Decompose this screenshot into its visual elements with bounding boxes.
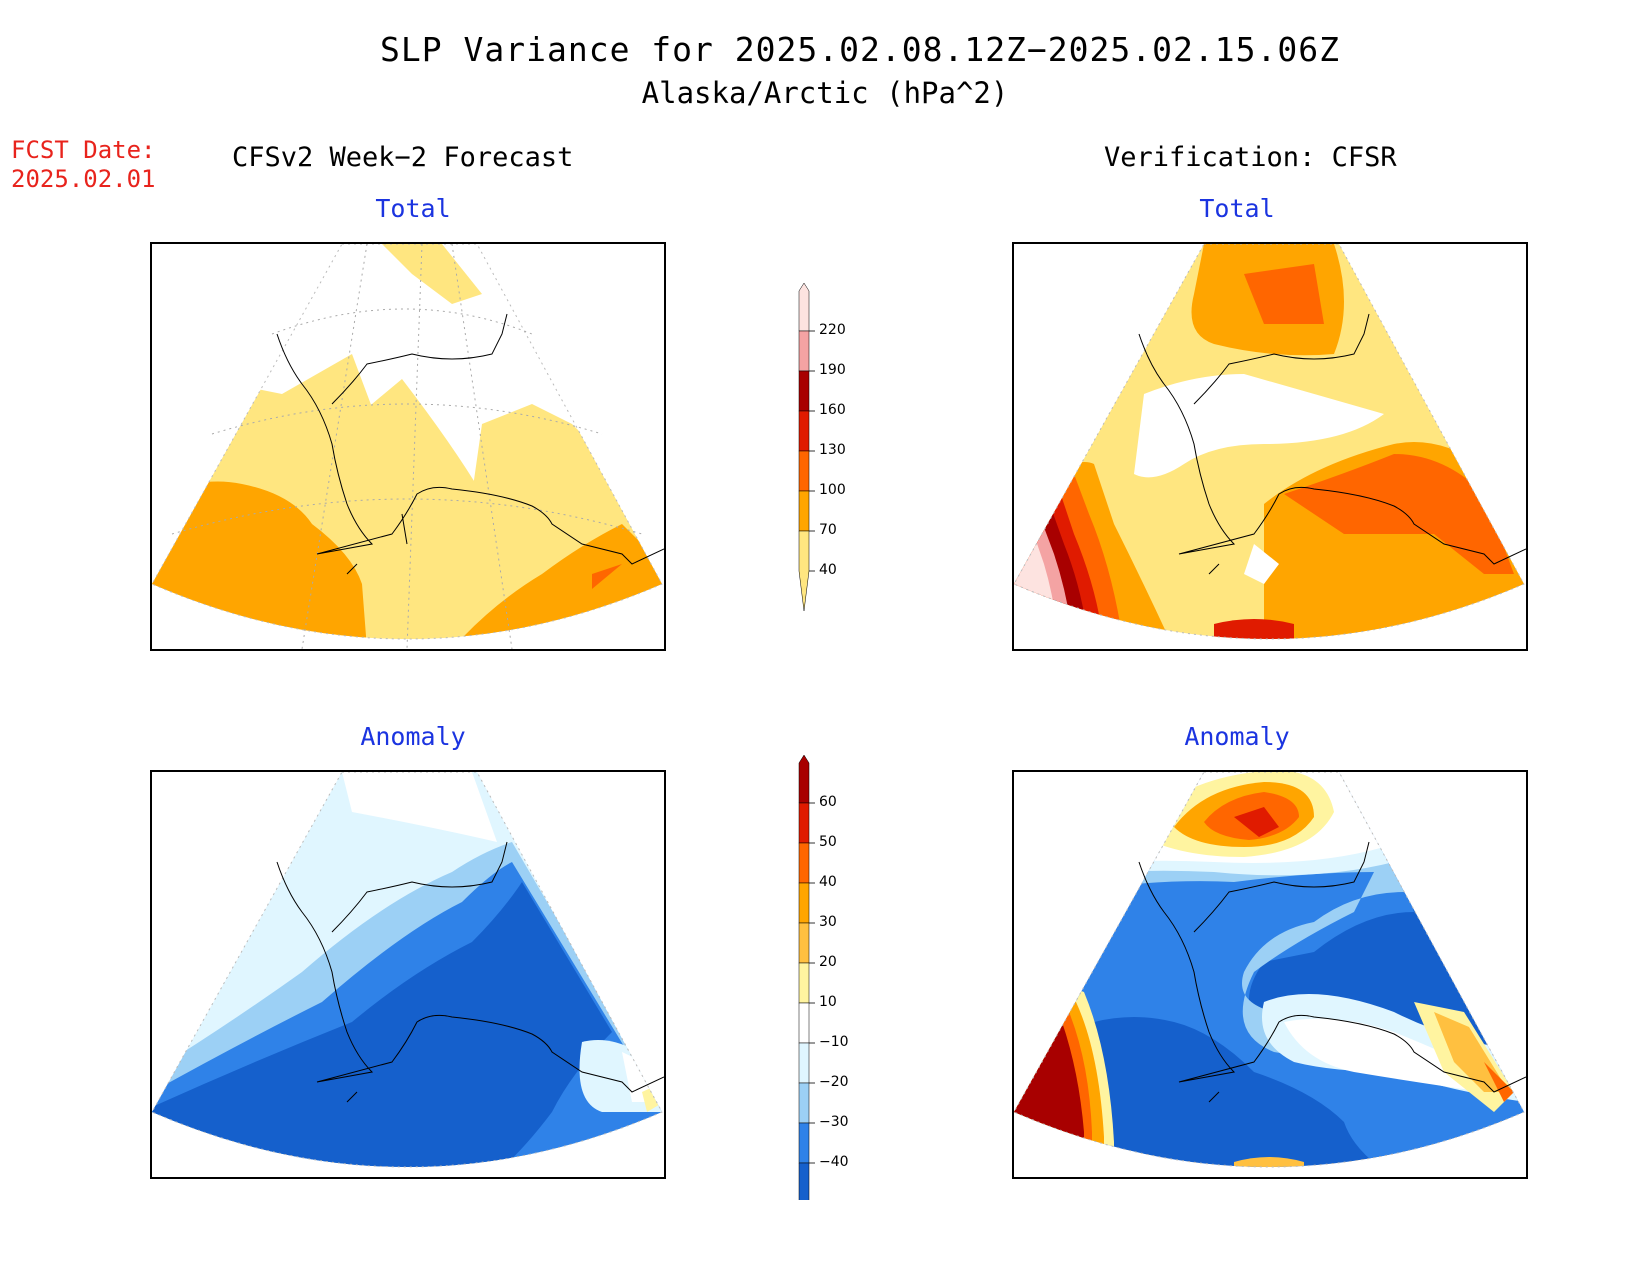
shade-100-130-east [1284,454,1514,574]
colorbar-anomaly-swatch [798,842,810,884]
colorbar-anomaly-label: −10 [819,1034,849,1050]
colorbar-total-label: 70 [819,522,837,538]
colorbar-anomaly-swatch [798,802,810,844]
colorbar-total-swatch [798,450,810,492]
colorbar-total: 220 190 160 130 100 70 40 [795,282,875,613]
colorbar-anomaly-label: −30 [819,1114,849,1130]
shade-130-160-south [1214,619,1294,639]
panel-title-verification-anomaly: Anomaly [1184,722,1290,751]
panel-title-forecast-total: Total [375,194,451,223]
map-verification-anomaly [1012,770,1528,1179]
colorbar-anomaly-label: 10 [819,994,837,1010]
colorbar-total-swatch [798,410,810,452]
shade-50-60-north [1234,807,1279,837]
forecast-date-label: FCST Date: [11,136,156,164]
colorbar-anomaly-label: 50 [819,834,837,850]
colorbar-total-label: 40 [819,562,837,578]
forecast-date-block: FCST Date: 2025.02.01 [11,136,156,194]
colorbar-anomaly-swatch [798,1042,810,1084]
left-column-header: CFSv2 Week−2 Forecast [232,142,574,173]
shade-100-130 [592,564,622,589]
colorbar-anomaly-swatch [798,882,810,924]
colorbar-anomaly-swatch [798,754,810,804]
colorbar-anomaly-swatches [798,754,815,1234]
panel-title-verification-total: Total [1199,194,1275,223]
colorbar-total-swatches [798,282,815,612]
shade-neutral-east [1284,1018,1484,1092]
colorbar-total-swatch [798,530,810,612]
colorbar-anomaly-label: 40 [819,874,837,890]
colorbar-anomaly: 60 50 40 30 20 10 −10 −20 −30 −40 [795,754,875,1234]
colorbar-anomaly-label: −20 [819,1074,849,1090]
colorbar-anomaly-label: 60 [819,794,837,810]
colorbar-total-label: 100 [819,482,846,498]
shade-20-30-south [1234,1157,1304,1167]
shade-neutral-north [342,772,497,842]
map-forecast-anomaly [150,770,666,1179]
colorbar-total-swatch [798,370,810,412]
colorbar-anomaly-swatch [798,962,810,1004]
colorbar-total-swatch [798,282,810,332]
colorbar-total-label: 190 [819,362,846,378]
colorbar-anomaly-label: 20 [819,954,837,970]
shade-below-minus40 [152,882,612,1167]
main-title: SLP Variance for 2025.02.08.12Z−2025.02.… [380,30,1340,69]
colorbar-anomaly-swatch [798,1002,810,1044]
forecast-date-value: 2025.02.01 [11,165,156,193]
colorbar-anomaly-label: 30 [819,914,837,930]
shade-below-40-south [1244,544,1279,584]
colorbar-anomaly-swatch [798,1162,810,1234]
colorbar-anomaly-swatch [798,922,810,964]
map-verification-total [1012,242,1528,651]
colorbar-total-swatch [798,490,810,532]
shade-40-50-east [1484,1062,1514,1102]
colorbar-total-label: 160 [819,402,846,418]
colorbar-anomaly-label: −40 [819,1154,849,1170]
shade-below-40 [1134,374,1384,478]
colorbar-anomaly-swatch [798,1082,810,1124]
shade-minus30-minus40 [1014,852,1524,1167]
map-forecast-total [150,242,666,651]
colorbar-total-swatch [798,330,810,372]
shade-40-70-top [382,244,482,304]
colorbar-total-label: 220 [819,322,846,338]
panel-title-forecast-anomaly: Anomaly [360,722,466,751]
colorbar-total-label: 130 [819,442,846,458]
subtitle: Alaska/Arctic (hPa^2) [641,76,1009,110]
colorbar-anomaly-swatch [798,1122,810,1164]
right-column-header: Verification: CFSR [1104,142,1397,173]
shade-100-130-north [1244,264,1324,324]
